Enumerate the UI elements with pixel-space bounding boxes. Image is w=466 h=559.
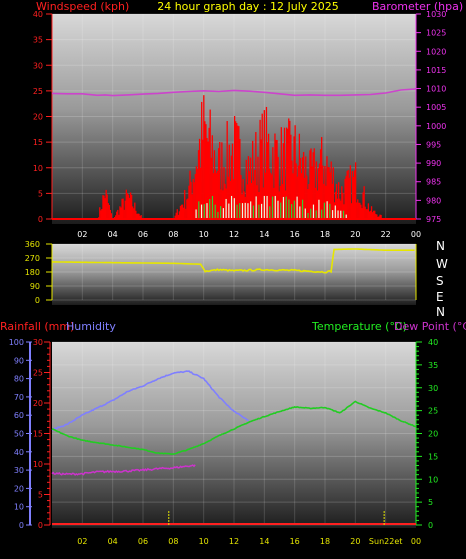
baro-axis-tick-label: 1020	[426, 47, 446, 56]
baro-axis-tick-label: 1015	[426, 66, 446, 75]
humidity-axis-tick-label: 30	[14, 466, 24, 475]
wind-x-tick-label: 04	[108, 230, 118, 239]
humidity-axis-tick-label: 10	[14, 503, 24, 512]
humidity-axis-tick-label: 90	[14, 356, 24, 365]
temperature-axis-tick-label: 15	[428, 452, 438, 461]
compass-label-n-top: N	[436, 239, 445, 253]
compass-label-n-bottom: N	[436, 305, 445, 319]
wind-axis-tick-label: 20	[33, 113, 43, 122]
wind-x-tick-label: 14	[259, 230, 269, 239]
temperature-axis-tick-label: 35	[428, 361, 438, 370]
baro-axis-tick-label: 1010	[426, 85, 446, 94]
climate-x-tick-label: 08	[168, 537, 178, 546]
climate-x-tick-label: 12	[229, 537, 239, 546]
temperature-axis-tick-label: 25	[428, 407, 438, 416]
compass-label-w: W	[436, 257, 448, 271]
wind-axis-tick-label: 5	[38, 189, 43, 198]
baro-axis-tick-label: 990	[426, 159, 441, 168]
humidity-axis-tick-label: 20	[14, 484, 24, 493]
rain-axis-tick-label: 5	[38, 491, 43, 500]
humidity-axis-tick-label: 70	[14, 393, 24, 402]
climate-panel-background	[52, 342, 416, 528]
direction-axis-tick-label: 90	[30, 282, 40, 291]
rain-axis-tick-label: 10	[33, 460, 43, 469]
direction-axis-tick-label: 360	[25, 240, 40, 249]
direction-axis-tick-label: 180	[25, 268, 40, 277]
climate-x-tick-label: 02	[77, 537, 87, 546]
temperature-axis-tick-label: 40	[428, 338, 438, 347]
climate-x-tick-label: 06	[138, 537, 148, 546]
dewpoint-axis-label: Dew Point (°C)	[394, 320, 466, 333]
temperature-axis-tick-label: 0	[428, 521, 433, 530]
baro-axis-tick-label: 995	[426, 140, 441, 149]
wind-direction-line	[52, 248, 415, 274]
wind-x-tick-label: 00	[411, 230, 421, 239]
wind-axis-tick-label: 40	[33, 10, 43, 19]
baro-axis-tick-label: 1000	[426, 122, 446, 131]
rain-axis-tick-label: 25	[33, 369, 43, 378]
direction-axis-tick-label: 270	[25, 254, 40, 263]
rain-axis-tick-label: 15	[33, 430, 43, 439]
temperature-line	[51, 400, 417, 456]
climate-x-tick-label: 10	[199, 537, 209, 546]
humidity-axis-tick-label: 60	[14, 411, 24, 420]
wind-axis-tick-label: 0	[38, 215, 43, 224]
wind-axis-tick-label: 25	[33, 87, 43, 96]
climate-x-tick-label: Sun22et	[369, 537, 402, 546]
wind-axis-tick-label: 35	[33, 36, 43, 45]
humidity-axis-tick-label: 100	[9, 338, 24, 347]
wind-x-tick-label: 16	[290, 230, 300, 239]
wind-x-tick-label: 12	[229, 230, 239, 239]
climate-x-tick-label: 14	[259, 537, 269, 546]
baro-axis-tick-label: 1030	[426, 10, 446, 19]
compass-label-e: E	[436, 290, 444, 304]
climate-x-tick-label: 16	[290, 537, 300, 546]
temperature-axis-tick-label: 10	[428, 475, 438, 484]
wind-x-tick-label: 20	[350, 230, 360, 239]
climate-x-tick-label: 20	[350, 537, 360, 546]
rain-axis-tick-label: 30	[33, 338, 43, 347]
baro-axis-label: Barometer (hpa)	[372, 0, 463, 13]
rain-axis-tick-label: 0	[38, 521, 43, 530]
chart-title: 24 hour graph day : 12 July 2025	[157, 0, 339, 13]
direction-axis-tick-label: 0	[35, 296, 40, 305]
baro-axis-tick-label: 1025	[426, 29, 446, 38]
humidity-axis-tick-label: 0	[19, 521, 24, 530]
temperature-axis-tick-label: 5	[428, 498, 433, 507]
barometer-line	[51, 88, 417, 97]
wind-axis-label: Windspeed (kph)	[36, 0, 129, 13]
temperature-axis-label: Temperature (°C)	[311, 320, 407, 333]
wind-x-tick-label: 06	[138, 230, 148, 239]
wind-x-tick-label: 18	[320, 230, 330, 239]
humidity-axis-tick-label: 50	[14, 430, 24, 439]
humidity-axis-label: Humidity	[66, 320, 116, 333]
baro-axis-tick-label: 980	[426, 196, 441, 205]
climate-x-tick-label: 18	[320, 537, 330, 546]
compass-label-s: S	[436, 274, 444, 288]
baro-axis-tick-label: 1005	[426, 103, 446, 112]
baro-axis-tick-label: 985	[426, 178, 441, 187]
temperature-axis-tick-label: 20	[428, 430, 438, 439]
wind-x-tick-label: 02	[77, 230, 87, 239]
temperature-axis-tick-label: 30	[428, 384, 438, 393]
wind-x-tick-label: 08	[168, 230, 178, 239]
chart-marks: 0510152025303540975980985990995100010051…	[9, 10, 447, 546]
humidity-axis-tick-label: 80	[14, 375, 24, 384]
wind-x-tick-label: 10	[199, 230, 209, 239]
climate-x-tick-label: 00	[411, 537, 421, 546]
rain-axis-label: Rainfall (mm)	[0, 320, 74, 333]
wind-axis-tick-label: 15	[33, 138, 43, 147]
rain-axis-tick-label: 20	[33, 399, 43, 408]
baro-axis-tick-label: 975	[426, 215, 441, 224]
climate-x-tick-label: 04	[108, 537, 118, 546]
dewpoint-line	[51, 464, 196, 476]
wind-axis-tick-label: 30	[33, 61, 43, 70]
wind-axis-tick-label: 10	[33, 164, 43, 173]
humidity-axis-tick-label: 40	[14, 448, 24, 457]
direction-panel-background	[52, 244, 416, 305]
humidity-line	[51, 370, 249, 431]
wind-x-tick-label: 22	[381, 230, 391, 239]
